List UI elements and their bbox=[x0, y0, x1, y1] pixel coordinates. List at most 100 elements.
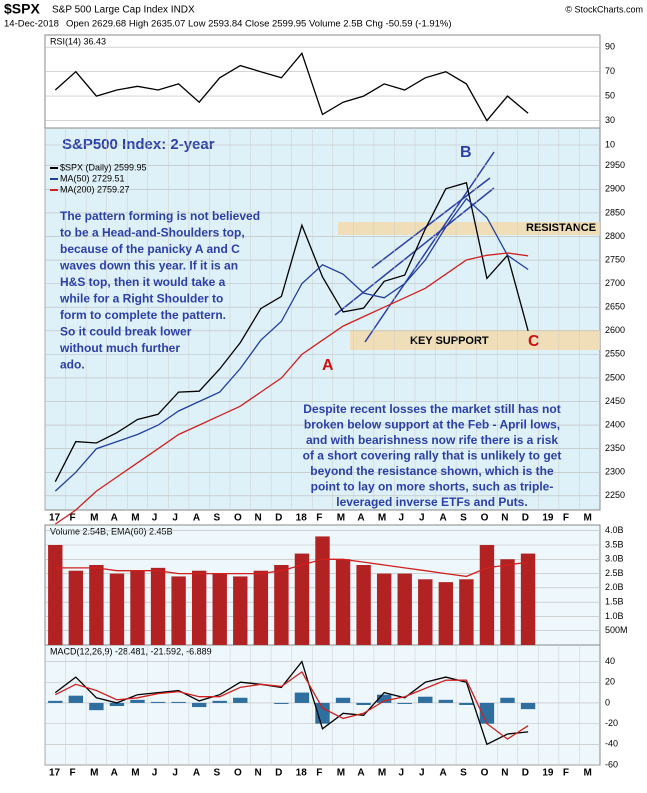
x-tick-label: J bbox=[398, 768, 404, 779]
y-tick-label: 2.5B bbox=[605, 568, 624, 578]
bar bbox=[479, 545, 495, 645]
x-tick-label: M bbox=[583, 768, 591, 779]
point-label: B bbox=[460, 144, 472, 161]
y-tick-label: 2700 bbox=[605, 278, 625, 288]
x-tick-label: F bbox=[70, 768, 76, 779]
bar bbox=[397, 573, 412, 645]
x-tick-label: J bbox=[172, 768, 178, 779]
y-tick-label: 2650 bbox=[605, 302, 625, 312]
x-tick-label: A bbox=[357, 513, 364, 524]
x-tick-label: O bbox=[481, 768, 489, 779]
x-tick-label: M bbox=[131, 768, 139, 779]
resistance-label: RESISTANCE bbox=[526, 222, 596, 234]
x-tick-label: N bbox=[255, 513, 262, 524]
y-tick-label: 70 bbox=[605, 66, 615, 76]
comment-left: The pattern forming is not believed bbox=[60, 209, 260, 223]
x-tick-label: S bbox=[213, 768, 220, 779]
y-tick-label: 20 bbox=[605, 677, 615, 687]
y-tick-label: 1.5B bbox=[605, 597, 624, 607]
bar bbox=[212, 700, 227, 703]
bar bbox=[191, 570, 207, 645]
bar bbox=[520, 553, 536, 645]
bar bbox=[171, 576, 186, 645]
bar bbox=[376, 573, 392, 645]
support-label: KEY SUPPORT bbox=[410, 335, 489, 347]
bar bbox=[48, 545, 63, 645]
bar bbox=[150, 567, 166, 645]
x-tick-label: F bbox=[563, 768, 569, 779]
comment-left: So it could break lower bbox=[60, 325, 192, 339]
point-label: C bbox=[528, 333, 540, 350]
channel-line bbox=[334, 187, 495, 316]
y-tick-label: 90 bbox=[605, 42, 615, 52]
y-tick-label: -60 bbox=[605, 759, 618, 769]
y-tick-label: 3.0B bbox=[605, 554, 624, 564]
x-tick-label: S bbox=[213, 513, 220, 524]
bar bbox=[438, 582, 454, 645]
x-tick-label: 19 bbox=[542, 768, 554, 779]
y-tick-label: 40 bbox=[605, 656, 615, 666]
bar bbox=[500, 697, 515, 703]
comment-right: and with bearishness now rife there is a… bbox=[306, 433, 558, 447]
channel-line bbox=[371, 177, 491, 269]
x-tick-label: M bbox=[378, 768, 386, 779]
x-tick-label: D bbox=[522, 513, 529, 524]
x-tick-label: O bbox=[481, 513, 489, 524]
y-tick-label: 500M bbox=[605, 625, 628, 635]
bar bbox=[274, 702, 289, 704]
bar bbox=[253, 570, 269, 645]
date: 14-Dec-2018 bbox=[4, 19, 59, 30]
comment-left: H&S top, then it would take a bbox=[60, 275, 226, 289]
x-tick-label: S bbox=[460, 768, 467, 779]
bar bbox=[294, 553, 310, 645]
x-tick-label: J bbox=[152, 513, 158, 524]
bar bbox=[397, 702, 412, 704]
bar bbox=[233, 576, 248, 645]
y-tick-label: 2300 bbox=[605, 467, 625, 477]
comment-left: to be a Head-and-Shoulders top, bbox=[60, 226, 245, 240]
bar bbox=[109, 573, 125, 645]
x-tick-label: 17 bbox=[49, 513, 61, 524]
x-tick-label: A bbox=[357, 768, 364, 779]
bar bbox=[68, 695, 84, 703]
y-tick-label: 2400 bbox=[605, 419, 625, 429]
y-tick-label: 3.5B bbox=[605, 539, 624, 549]
comment-left: form to complete the pattern. bbox=[60, 308, 226, 322]
x-tick-label: S bbox=[460, 513, 467, 524]
bar bbox=[109, 702, 125, 707]
rsi-title: RSI(14) 36.43 bbox=[50, 36, 106, 46]
y-tick-label: 2800 bbox=[605, 231, 625, 241]
x-tick-label: J bbox=[172, 513, 178, 524]
y-tick-label: 50 bbox=[605, 90, 615, 100]
bar bbox=[68, 570, 84, 645]
bar bbox=[294, 692, 310, 703]
x-tick-label: F bbox=[316, 768, 322, 779]
series-line bbox=[54, 252, 529, 525]
bar bbox=[376, 694, 392, 703]
y-tick-label: 2850 bbox=[605, 207, 625, 217]
legend-label: $SPX (Daily) 2599.95 bbox=[60, 162, 147, 172]
y-tick-label: 4.0B bbox=[605, 525, 624, 535]
x-tick-label: M bbox=[90, 768, 98, 779]
x-tick-label: 18 bbox=[296, 513, 308, 524]
x-tick-label: D bbox=[522, 768, 529, 779]
y-tick-label: 0 bbox=[605, 697, 610, 707]
y-tick-label: 2900 bbox=[605, 184, 625, 194]
comment-right: point to lay on more shorts, such as tri… bbox=[311, 480, 554, 494]
bar bbox=[459, 579, 474, 645]
comment-left: ado. bbox=[60, 358, 85, 372]
bar bbox=[459, 702, 474, 705]
y-tick-label: -40 bbox=[605, 739, 618, 749]
comment-right: of a short covering rally that is unlike… bbox=[303, 449, 562, 463]
bar bbox=[438, 699, 454, 703]
series-line bbox=[54, 51, 529, 122]
bar bbox=[479, 702, 495, 724]
price-panel bbox=[44, 127, 601, 511]
series-line bbox=[54, 660, 529, 746]
x-tick-label: J bbox=[419, 513, 425, 524]
y-tick-label: -20 bbox=[605, 718, 618, 728]
x-tick-label: O bbox=[234, 513, 242, 524]
x-tick-label: M bbox=[337, 768, 345, 779]
x-tick-label: D bbox=[275, 768, 282, 779]
